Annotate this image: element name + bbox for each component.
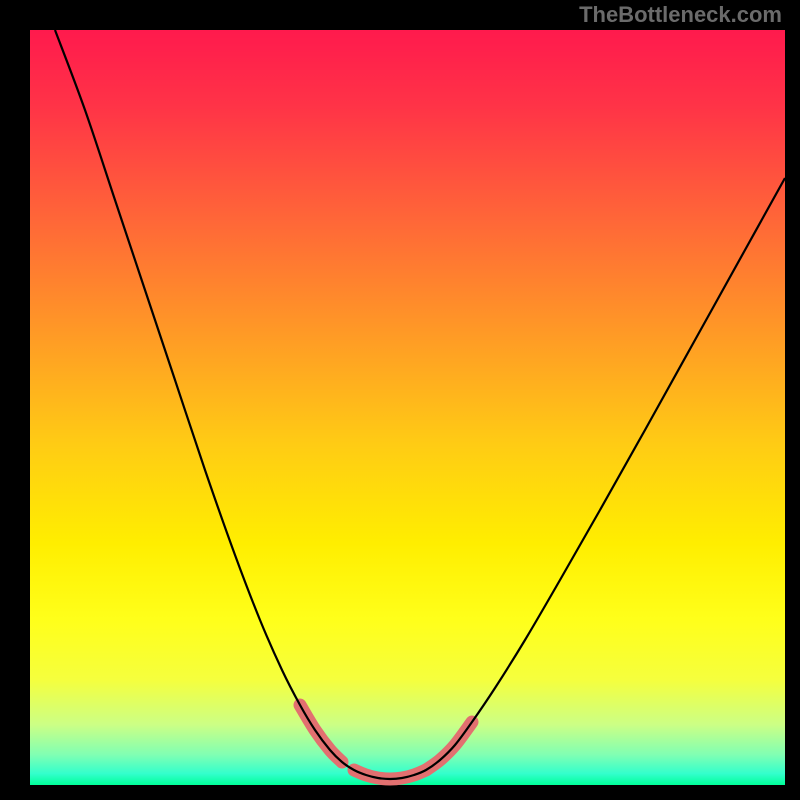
chart-frame: TheBottleneck.com: [0, 0, 800, 800]
watermark-text: TheBottleneck.com: [579, 2, 782, 28]
plot-gradient-background: [30, 30, 785, 785]
